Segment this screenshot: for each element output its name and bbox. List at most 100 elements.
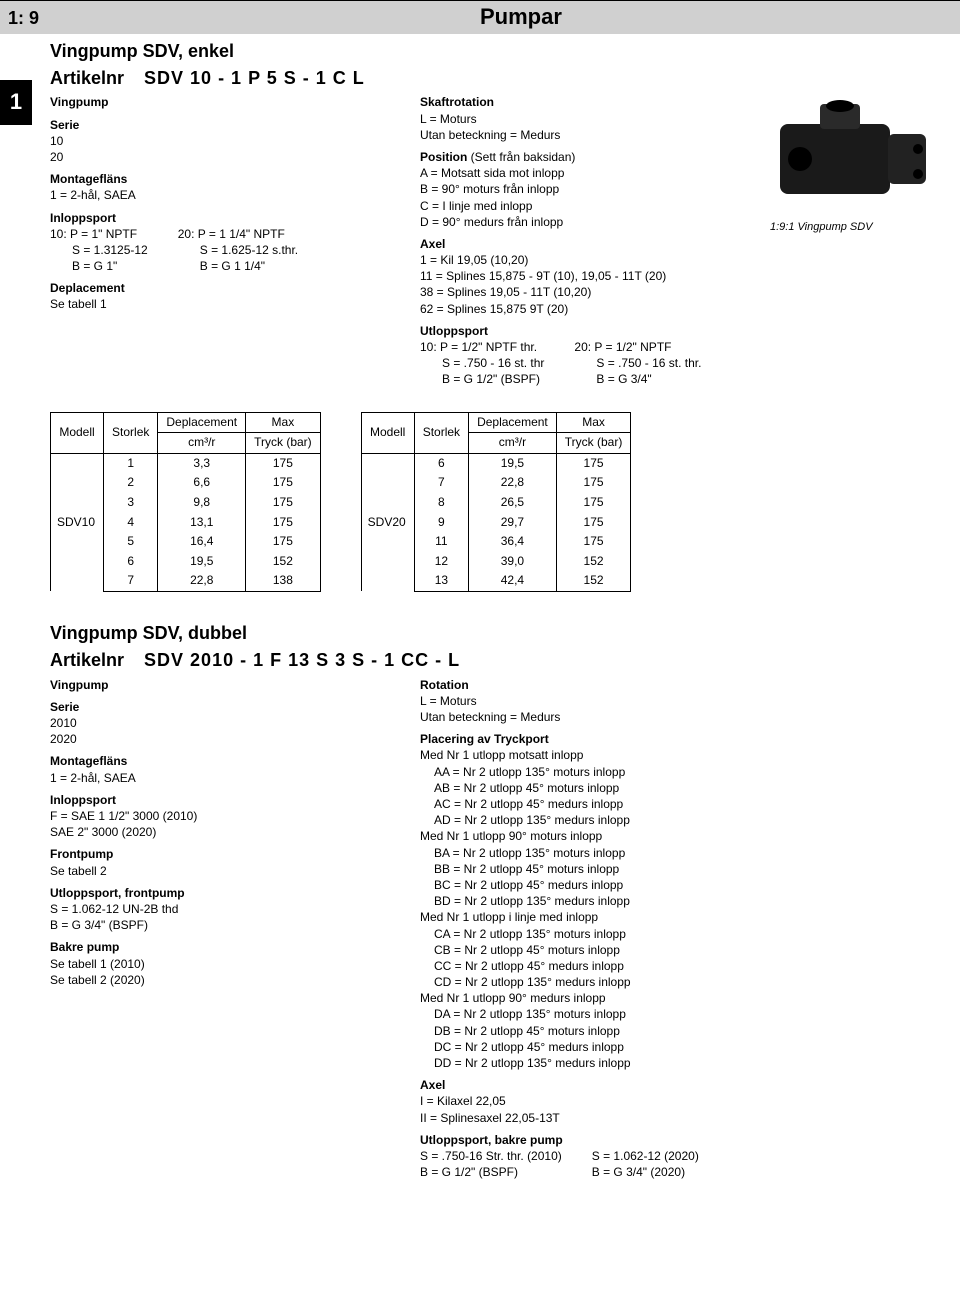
table-row: SDV1013,3175 [51, 453, 321, 473]
position-v1: A = Motsatt sida mot inlopp [420, 165, 760, 181]
artikelnr-code: SDV 10 - 1 P 5 S - 1 C L [144, 67, 365, 90]
table-cell: 175 [556, 493, 631, 513]
th-max-2: Max [556, 412, 631, 433]
d-placering-g2-3: BC = Nr 2 utlopp 45° medurs inlopp [420, 877, 850, 893]
table-cell: 6 [104, 552, 158, 572]
table-cell: 29,7 [469, 513, 557, 533]
position-label: Position [420, 150, 467, 164]
montageflans-v1: 1 = 2-hål, SAEA [50, 187, 390, 203]
d-frontpump-v1: Se tabell 2 [50, 863, 390, 879]
page-header: 1: 9 Pumpar [0, 0, 960, 34]
axel-v4: 62 = Splines 15,875 9T (20) [420, 301, 760, 317]
utloppsport-c2-l1: 20: P = 1/2" NPTF [574, 339, 701, 355]
inloppsport-c1-l3: B = G 1" [50, 258, 148, 274]
serie-label: Serie [50, 118, 79, 132]
skaftrotation-label: Skaftrotation [420, 95, 494, 109]
table-cell: 13 [414, 571, 468, 591]
table-cell: 152 [556, 571, 631, 591]
d-rotation-v1: L = Moturs [420, 693, 850, 709]
skaftrotation-v2: Utan beteckning = Medurs [420, 127, 760, 143]
table-row: SDV20619,5175 [361, 453, 631, 473]
th-modell-2: Modell [361, 412, 414, 453]
d-serie-v1: 2010 [50, 715, 390, 731]
dubbel-right-decode: Rotation L = Moturs Utan beteckning = Me… [420, 677, 850, 1187]
d-utloppsport-front-label: Utloppsport, frontpump [50, 886, 185, 900]
utloppsport-c1-l3: B = G 1/2" (BSPF) [420, 371, 544, 387]
deplacement-v1: Se tabell 1 [50, 296, 390, 312]
d-placering-g3: Med Nr 1 utlopp i linje med inlopp [420, 909, 850, 925]
artikelnr-label-2: Artikelnr [50, 649, 124, 672]
th-modell: Modell [51, 412, 104, 453]
page-title: Pumpar [480, 3, 562, 32]
d-inloppsport-v2: SAE 2" 3000 (2020) [50, 824, 390, 840]
table-cell: 152 [246, 552, 321, 572]
th-max: Max [246, 412, 321, 433]
artikelnr-label: Artikelnr [50, 67, 124, 90]
d-placering-g3-4: CD = Nr 2 utlopp 135° medurs inlopp [420, 974, 850, 990]
th-deplacement-2: Deplacement [469, 412, 557, 433]
d-placering-g4-1: DA = Nr 2 utlopp 135° moturs inlopp [420, 1006, 850, 1022]
table-cell: 3,3 [158, 453, 246, 473]
table-cell: 175 [556, 473, 631, 493]
pump-icon [770, 94, 930, 214]
d-frontpump-label: Frontpump [50, 847, 113, 861]
d-axel-label: Axel [420, 1078, 445, 1092]
d-placering-g3-3: CC = Nr 2 utlopp 45° medurs inlopp [420, 958, 850, 974]
table-cell: 175 [246, 532, 321, 552]
model-cell: SDV20 [361, 453, 414, 591]
table-cell: 175 [246, 473, 321, 493]
th-tryck: Tryck (bar) [246, 433, 321, 454]
skaftrotation-v1: L = Moturs [420, 111, 760, 127]
deplacement-label: Deplacement [50, 281, 125, 295]
d-placering-g4: Med Nr 1 utlopp 90° medurs inlopp [420, 990, 850, 1006]
d-utloppsport-bakre-c1-l1: S = .750-16 Str. thr. (2010) [420, 1148, 562, 1164]
table-cell: 152 [556, 552, 631, 572]
serie-v2: 20 [50, 149, 390, 165]
table-cell: 16,4 [158, 532, 246, 552]
d-bakre-v1: Se tabell 1 (2010) [50, 956, 390, 972]
table-cell: 19,5 [158, 552, 246, 572]
serie-v1: 10 [50, 133, 390, 149]
table-cell: 1 [104, 453, 158, 473]
utloppsport-label: Utloppsport [420, 324, 488, 338]
d-utloppsport-bakre-c1-l2: B = G 1/2" (BSPF) [420, 1164, 562, 1180]
d-utloppsport-bakre-c2-l1: S = 1.062-12 (2020) [592, 1148, 699, 1164]
table-cell: 9 [414, 513, 468, 533]
table-cell: 36,4 [469, 532, 557, 552]
d-montageflans-label: Montagefläns [50, 754, 127, 768]
axel-v3: 38 = Splines 19,05 - 11T (10,20) [420, 284, 760, 300]
table-cell: 22,8 [469, 473, 557, 493]
d-bakre-label: Bakre pump [50, 940, 119, 954]
th-storlek: Storlek [104, 412, 158, 453]
table-cell: 175 [246, 453, 321, 473]
table-cell: 42,4 [469, 571, 557, 591]
dubbel-title: Vingpump SDV, dubbel [50, 622, 930, 645]
table-cell: 7 [104, 571, 158, 591]
dubbel-left-decode: Vingpump Serie 2010 2020 Montagefläns 1 … [50, 677, 390, 1187]
d-utloppsport-bakre-c2-l2: B = G 3/4" (2020) [592, 1164, 699, 1180]
position-v4: D = 90° medurs från inlopp [420, 214, 760, 230]
axel-v1: 1 = Kil 19,05 (10,20) [420, 252, 760, 268]
d-rotation-label: Rotation [420, 678, 469, 692]
d-placering-label: Placering av Tryckport [420, 732, 549, 746]
d-placering-g3-1: CA = Nr 2 utlopp 135° moturs inlopp [420, 926, 850, 942]
table-cell: 3 [104, 493, 158, 513]
montageflans-label: Montagefläns [50, 172, 127, 186]
table-cell: 175 [556, 532, 631, 552]
axel-label: Axel [420, 237, 445, 251]
position-v3: C = I linje med inlopp [420, 198, 760, 214]
table-cell: 11 [414, 532, 468, 552]
enkel-title: Vingpump SDV, enkel [50, 40, 930, 63]
table-cell: 39,0 [469, 552, 557, 572]
table-cell: 12 [414, 552, 468, 572]
d-axel-v1: I = Kilaxel 22,05 [420, 1093, 850, 1109]
vingpump-label: Vingpump [50, 95, 108, 109]
d-utloppsport-front-v1: S = 1.062-12 UN-2B thd [50, 901, 390, 917]
th-deplacement: Deplacement [158, 412, 246, 433]
d-inloppsport-label: Inloppsport [50, 793, 116, 807]
th-tryck-2: Tryck (bar) [556, 433, 631, 454]
d-utloppsport-bakre-label: Utloppsport, bakre pump [420, 1133, 563, 1147]
d-placering-g1-3: AC = Nr 2 utlopp 45° medurs inlopp [420, 796, 850, 812]
d-placering-g2-1: BA = Nr 2 utlopp 135° moturs inlopp [420, 845, 850, 861]
inloppsport-label: Inloppsport [50, 211, 116, 225]
